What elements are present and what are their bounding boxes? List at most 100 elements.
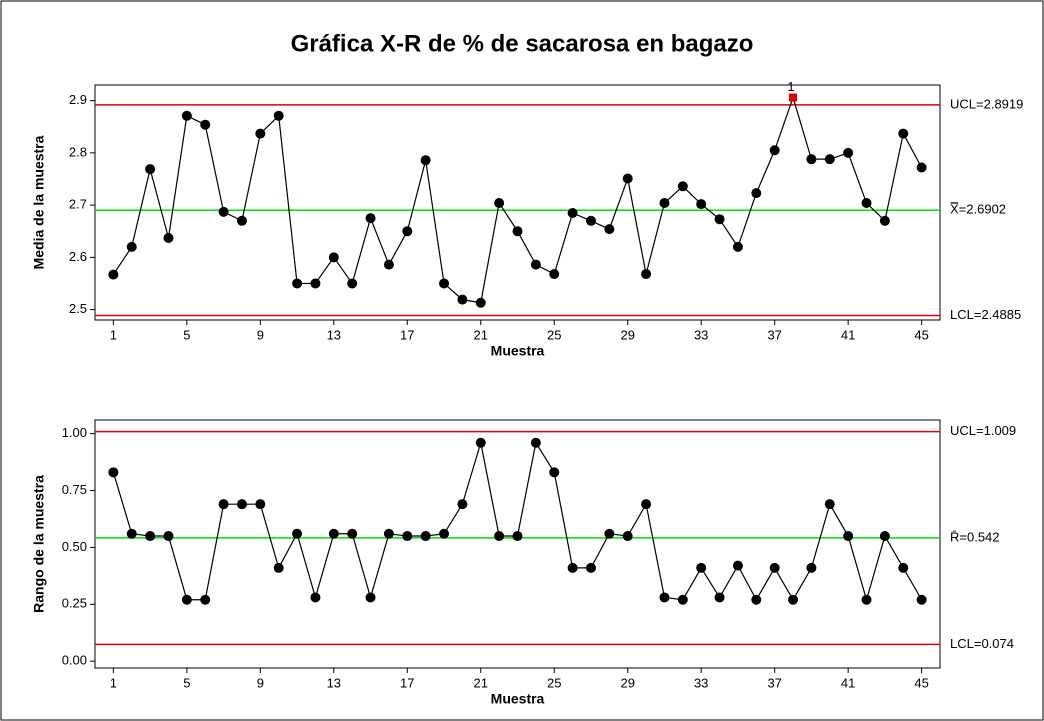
point	[310, 592, 321, 603]
y-tick-label: 0.00	[62, 653, 87, 668]
y-tick-label: 0.50	[62, 539, 87, 554]
y-tick-label: 2.7	[69, 197, 87, 212]
x-tick-label: 41	[841, 675, 855, 690]
point	[916, 162, 927, 173]
x-tick-label: 5	[183, 327, 190, 342]
point	[714, 214, 725, 225]
point	[898, 128, 909, 139]
point	[457, 499, 468, 510]
point	[475, 437, 486, 448]
point	[365, 213, 376, 224]
point	[549, 467, 560, 478]
point	[475, 297, 486, 308]
point	[769, 145, 780, 156]
x-tick-label: 29	[620, 327, 634, 342]
point	[181, 594, 192, 605]
point	[622, 173, 633, 184]
point	[108, 467, 119, 478]
point	[677, 181, 688, 192]
point	[273, 110, 284, 121]
point	[108, 269, 119, 280]
point	[347, 278, 358, 289]
point	[751, 594, 762, 605]
x-tick-label: 33	[694, 675, 708, 690]
x-tick-label: 33	[694, 327, 708, 342]
point	[402, 226, 413, 237]
point	[402, 531, 413, 542]
point	[347, 528, 358, 539]
point	[916, 594, 927, 605]
point	[181, 110, 192, 121]
point	[145, 531, 156, 542]
point	[604, 224, 615, 235]
point	[659, 198, 670, 209]
point	[292, 528, 303, 539]
x-tick-label: 45	[914, 327, 928, 342]
x-tick-label: 17	[400, 675, 414, 690]
x-tick-label: 9	[257, 327, 264, 342]
x-axis-label: Muestra	[491, 343, 545, 359]
point	[843, 531, 854, 542]
plot-area	[94, 84, 941, 321]
y-tick-label: 0.75	[62, 482, 87, 497]
x-tick-label: 1	[110, 327, 117, 342]
y-tick-label: 0.25	[62, 596, 87, 611]
point	[512, 226, 523, 237]
point	[714, 592, 725, 603]
y-tick-label: 2.8	[69, 144, 87, 159]
x-tick-label: 5	[183, 675, 190, 690]
point	[200, 119, 211, 130]
point	[218, 206, 229, 217]
annotation: 1	[787, 79, 794, 94]
x-tick-label: 1	[110, 675, 117, 690]
point	[145, 164, 156, 175]
limit-label: LCL=2.4885	[950, 307, 1021, 322]
y-tick-label: 2.9	[69, 92, 87, 107]
point	[200, 594, 211, 605]
point	[218, 499, 229, 510]
point	[732, 241, 743, 252]
limit-label: R̄=0.542	[950, 529, 1000, 544]
x-tick-label: 29	[620, 675, 634, 690]
point	[585, 562, 596, 573]
x-tick-label: 25	[547, 327, 561, 342]
point	[328, 528, 339, 539]
x-tick-label: 37	[767, 675, 781, 690]
point	[494, 531, 505, 542]
point	[751, 188, 762, 199]
x-tick-label: 25	[547, 675, 561, 690]
point	[383, 259, 394, 270]
point	[843, 147, 854, 158]
limit-label: LCL=0.074	[950, 636, 1014, 651]
point	[163, 531, 174, 542]
limit-label: UCL=2.8919	[950, 96, 1023, 111]
flagged-point	[789, 93, 798, 102]
y-axis-label: Rango de la muestra	[31, 475, 47, 613]
point	[512, 531, 523, 542]
x-tick-label: 21	[474, 327, 488, 342]
point	[879, 531, 890, 542]
x-tick-label: 45	[914, 675, 928, 690]
x-tick-label: 13	[327, 675, 341, 690]
point	[604, 528, 615, 539]
point	[530, 437, 541, 448]
limit-label: X̿=2.6902	[950, 202, 1006, 217]
point	[696, 199, 707, 210]
point	[236, 215, 247, 226]
point	[365, 592, 376, 603]
chart-title: Gráfica X-R de % de sacarosa en bagazo	[291, 30, 754, 57]
point	[126, 528, 137, 539]
point	[530, 259, 541, 270]
point	[567, 562, 578, 573]
point	[567, 207, 578, 218]
point	[439, 528, 450, 539]
y-tick-label: 1.00	[62, 425, 87, 440]
point	[824, 499, 835, 510]
point	[769, 562, 780, 573]
point	[383, 528, 394, 539]
point	[806, 562, 817, 573]
point	[861, 594, 872, 605]
plot-area	[94, 419, 941, 669]
